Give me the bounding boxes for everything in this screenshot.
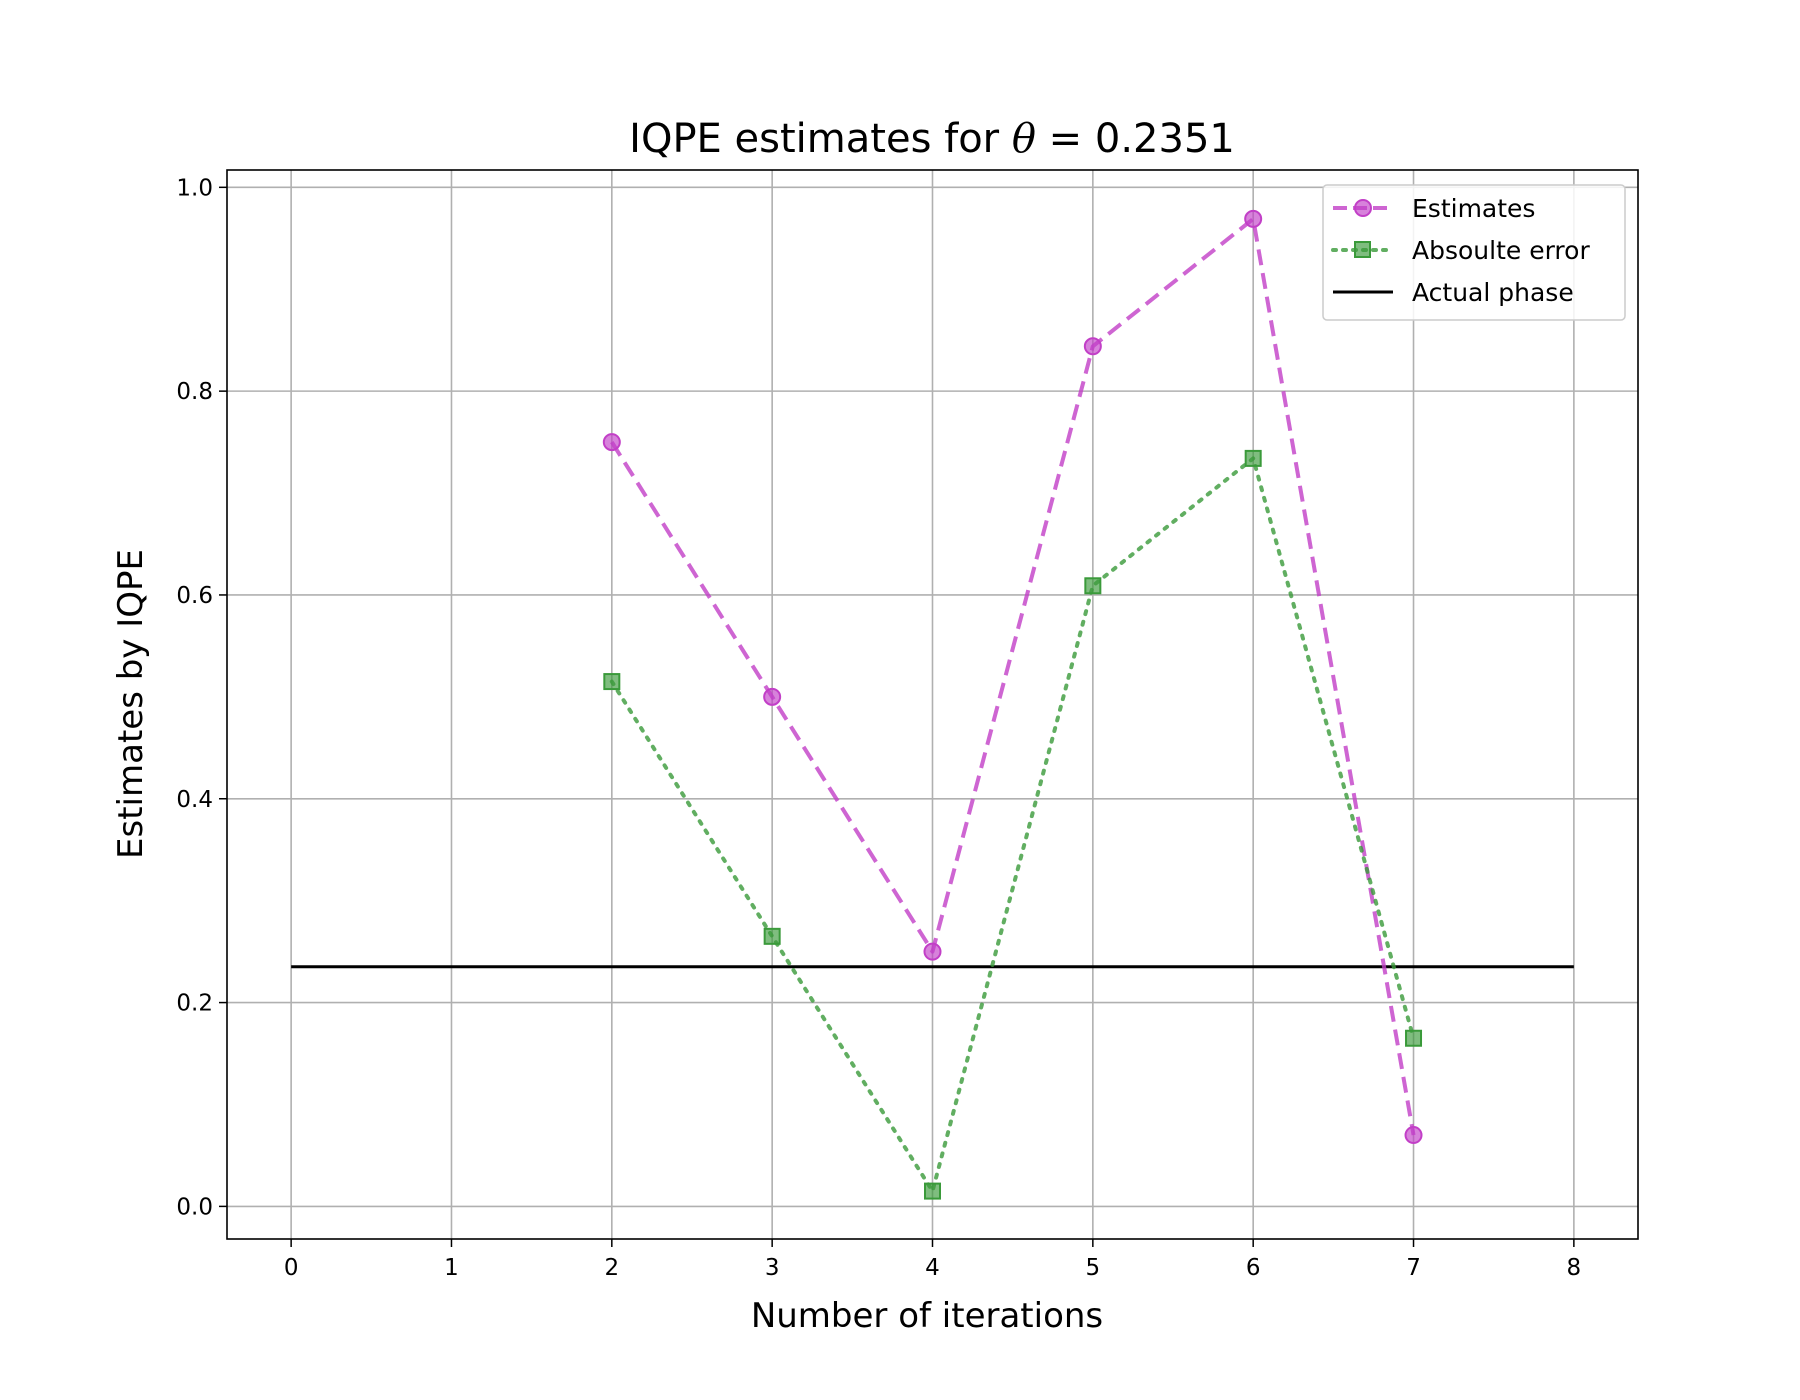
data-point bbox=[1084, 577, 1102, 595]
y-tick-label: 0.4 bbox=[176, 787, 213, 813]
x-tick-label: 0 bbox=[284, 1255, 299, 1281]
x-axis-title: Number of iterations bbox=[751, 1296, 1103, 1336]
y-tick-label: 0.8 bbox=[176, 379, 213, 405]
ticks: 0 1 2 3 4 5 6 7 8 0.0 0.2 0.4 0.6 0.8 1.0 bbox=[176, 175, 1581, 1281]
chart-title-suffix: = 0.2351 bbox=[1036, 116, 1235, 162]
x-tick-label: 1 bbox=[444, 1255, 459, 1281]
x-tick-label: 7 bbox=[1406, 1255, 1421, 1281]
series-layer bbox=[602, 209, 1423, 1200]
data-point bbox=[1404, 1126, 1423, 1145]
chart-title-symbol: θ bbox=[1012, 116, 1036, 162]
y-tick-label: 1.0 bbox=[176, 175, 213, 201]
legend: Estimates Absoulte error Actual phase bbox=[1322, 184, 1626, 321]
legend-estimates-marker bbox=[1354, 199, 1372, 217]
data-point bbox=[1244, 209, 1263, 228]
chart-title: IQPE estimates for θ = 0.2351 bbox=[629, 116, 1235, 162]
x-tick-label: 6 bbox=[1246, 1255, 1261, 1281]
grid bbox=[227, 170, 1638, 1239]
y-axis-title: Estimates by IQPE bbox=[111, 549, 151, 859]
legend-absolute-error-label: Absoulte error bbox=[1412, 236, 1590, 265]
data-point bbox=[924, 1182, 941, 1200]
data-point bbox=[763, 927, 781, 945]
series-line bbox=[609, 456, 1416, 1194]
y-tick-label: 0.6 bbox=[176, 583, 213, 609]
x-tick-label: 8 bbox=[1567, 1255, 1582, 1281]
x-tick-label: 4 bbox=[925, 1255, 940, 1281]
data-point bbox=[923, 942, 942, 961]
legend-absolute-error-marker bbox=[1354, 241, 1371, 258]
chart-title-prefix: IQPE estimates for bbox=[629, 116, 1012, 162]
data-point bbox=[602, 433, 621, 452]
legend-estimates-label: Estimates bbox=[1412, 194, 1535, 223]
data-point bbox=[1405, 1029, 1423, 1047]
y-tick-label: 0.0 bbox=[176, 1194, 213, 1220]
series-estimates bbox=[602, 209, 1423, 1145]
series-absoulte-error bbox=[603, 449, 1423, 1200]
x-tick-label: 5 bbox=[1086, 1255, 1101, 1281]
series-line bbox=[610, 216, 1416, 1136]
legend-box bbox=[1322, 184, 1626, 321]
x-tick-label: 2 bbox=[604, 1255, 619, 1281]
data-point bbox=[763, 687, 782, 706]
legend-actual-phase-label: Actual phase bbox=[1412, 278, 1574, 307]
data-point bbox=[1244, 449, 1262, 467]
y-tick-label: 0.2 bbox=[176, 991, 213, 1017]
x-tick-label: 3 bbox=[765, 1255, 780, 1281]
data-point bbox=[603, 673, 621, 691]
data-point bbox=[1083, 337, 1102, 356]
